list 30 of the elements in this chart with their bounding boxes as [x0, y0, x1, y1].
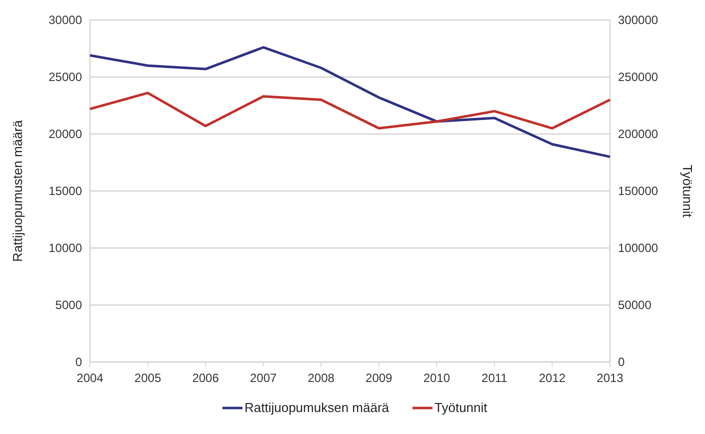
legend-label: Työtunnit — [434, 400, 488, 415]
x-tick-label: 2005 — [134, 371, 162, 385]
x-tick-label: 2009 — [366, 371, 393, 385]
x-tick-label: 2011 — [482, 371, 508, 385]
y-tick-label: 10000 — [48, 241, 82, 255]
y2-tick-label: 300000 — [618, 13, 658, 27]
x-tick-label: 2007 — [250, 371, 278, 385]
y2-tick-label: 0 — [618, 355, 625, 369]
y2-tick-label: 150000 — [618, 184, 658, 198]
y-tick-label: 15000 — [48, 184, 82, 198]
y-tick-label: 0 — [75, 355, 82, 369]
x-tick-label: 2012 — [538, 371, 566, 385]
y2-tick-label: 250000 — [618, 70, 658, 84]
y-tick-label: 30000 — [48, 13, 82, 27]
x-tick-label: 2006 — [192, 371, 220, 385]
y-tick-label: 20000 — [48, 127, 82, 141]
x-tick-label: 2008 — [308, 371, 335, 385]
line-series — [88, 46, 612, 158]
y2-axis-title: Työtunnit — [680, 164, 695, 218]
y-axis-title: Rattijuopumusten määrä — [10, 119, 25, 262]
x-tick-label: 2013 — [596, 371, 624, 385]
y2-tick-label: 50000 — [618, 298, 652, 312]
legend-label: Rattijuopumuksen määrä — [244, 400, 390, 415]
x-tick-label: 2010 — [423, 371, 450, 385]
line-series — [88, 92, 612, 130]
x-tick-label: 2004 — [76, 371, 104, 385]
y-tick-label: 25000 — [48, 70, 82, 84]
y2-tick-label: 100000 — [618, 241, 658, 255]
y2-tick-label: 200000 — [618, 127, 658, 141]
y-tick-label: 5000 — [55, 298, 82, 312]
